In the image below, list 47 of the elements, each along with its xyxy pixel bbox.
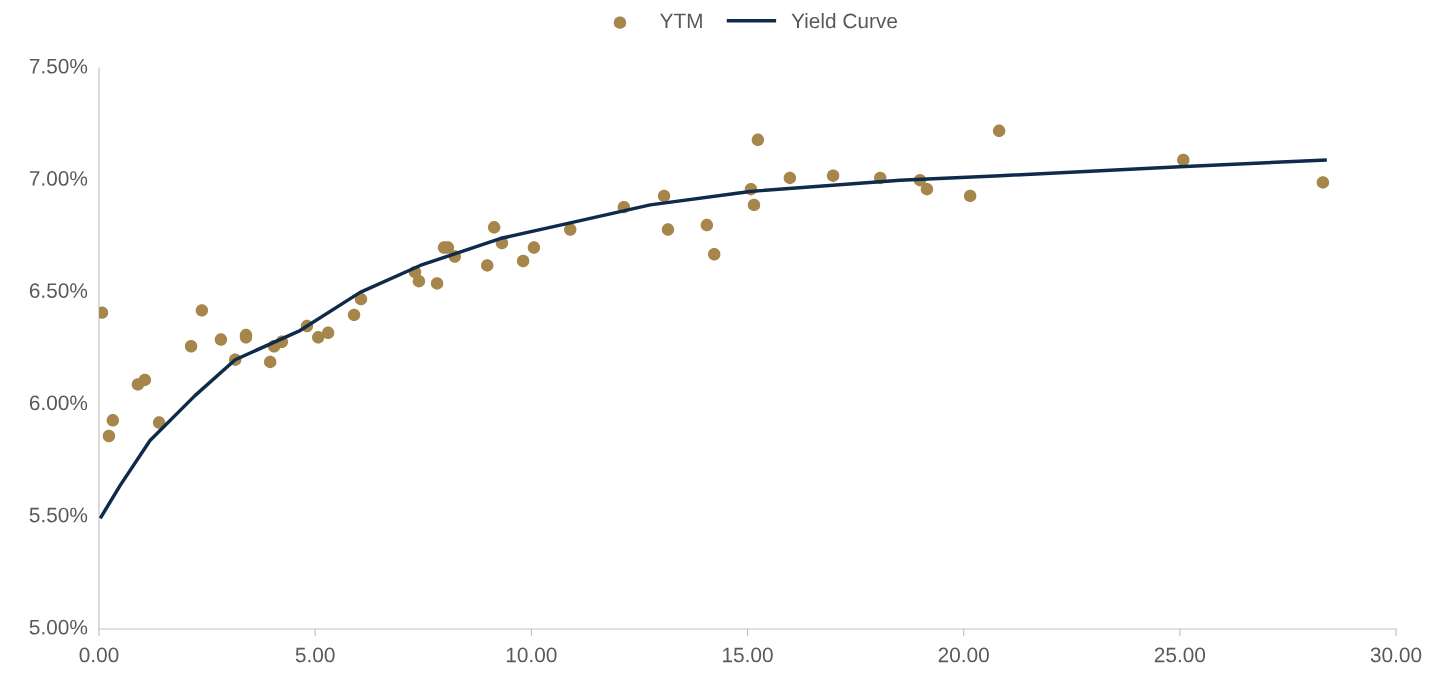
point xyxy=(963,189,977,203)
point xyxy=(195,304,209,317)
point xyxy=(826,169,840,182)
point xyxy=(992,124,1006,138)
point xyxy=(1316,176,1330,189)
point xyxy=(412,274,426,288)
point xyxy=(564,223,577,236)
point xyxy=(321,326,335,339)
point xyxy=(700,218,714,232)
point xyxy=(783,171,797,185)
point xyxy=(184,340,198,353)
point xyxy=(263,355,277,369)
point xyxy=(657,189,671,203)
point xyxy=(106,414,120,427)
point xyxy=(920,182,934,196)
y-tick-label: 5.00% xyxy=(29,619,88,635)
point xyxy=(138,373,152,387)
point xyxy=(102,429,116,443)
x-tick-label: 30.00 xyxy=(1370,647,1422,663)
y-tick-label: 7.50% xyxy=(29,58,88,74)
y-tick-label: 5.50% xyxy=(29,507,88,523)
point xyxy=(430,277,444,290)
legend-label: Yield Curve xyxy=(791,13,898,29)
y-tick-label: 6.50% xyxy=(29,283,88,298)
point xyxy=(311,331,325,344)
point xyxy=(516,254,530,268)
y-tick-label: 6.00% xyxy=(29,395,88,411)
point xyxy=(214,333,228,346)
point xyxy=(152,416,166,429)
x-tick-label: 10.00 xyxy=(506,647,557,663)
point xyxy=(708,248,721,261)
x-tick-label: 25.00 xyxy=(1154,647,1206,663)
y-tick-label: 7.00% xyxy=(29,171,88,186)
x-tick-label: 20.00 xyxy=(938,647,989,663)
point xyxy=(347,308,361,322)
point xyxy=(481,259,494,272)
point xyxy=(661,223,675,236)
point xyxy=(747,198,761,212)
point xyxy=(751,133,765,147)
x-tick-label: 5.00 xyxy=(295,647,335,663)
point xyxy=(527,241,541,254)
x-tick-label: 0.00 xyxy=(79,647,119,663)
point xyxy=(487,221,501,234)
point xyxy=(1177,153,1190,167)
x-tick-label: 15.00 xyxy=(723,647,773,663)
legend-label: YTM xyxy=(660,13,702,29)
point xyxy=(354,292,368,306)
